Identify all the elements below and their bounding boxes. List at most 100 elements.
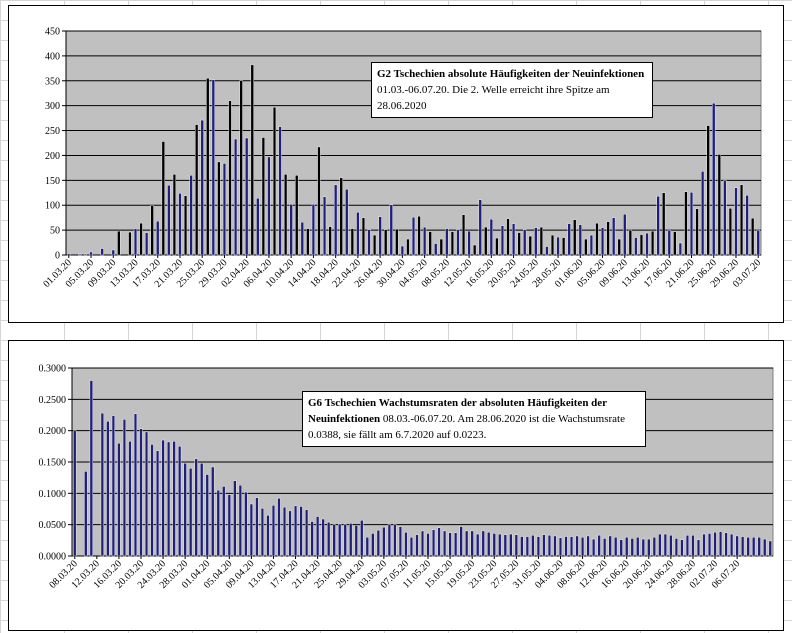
chart-g6-bar [652,536,656,557]
chart-g2-bar [228,100,232,256]
chart-g6-bar [476,533,480,557]
chart-g6-bar [757,536,761,557]
chart-g6-bar [509,533,513,557]
chart-g6-bar [713,531,717,557]
chart-g6-bar [349,523,353,557]
chart-g2-bar [78,253,82,256]
chart-g2-bar [434,243,438,256]
chart-g2-bar [128,231,132,256]
chart-g6-bar [327,521,331,557]
chart-g6-ytick-label: 0.3000 [39,364,67,375]
chart-g6-bar [763,538,767,557]
chart-g6-ytick-label: 0.2500 [39,395,67,406]
chart-g2-ytick-label: 450 [45,27,60,38]
chart-g2-bar [617,238,621,256]
chart-g6-bar [111,415,115,557]
chart-g6-bar [288,510,292,557]
chart-g2-bar [473,244,477,256]
chart-g2-ytick-label: 50 [50,226,60,237]
chart-g6-bar [498,533,502,557]
chart-g2-bar [100,248,104,256]
chart-g2-bar [684,191,688,256]
chart-g2-bar [250,64,254,256]
chart-g6-bar [746,536,750,557]
chart-g6-bar [503,534,507,557]
chart-g2-bar [411,216,416,256]
chart-g6-bar [514,534,518,557]
chart-g2-bar [628,229,632,256]
chart-g2-bar [456,229,460,256]
chart-g6-bar [155,450,160,557]
chart-g6-bar [542,534,546,557]
chart-g6-bar [619,539,623,557]
chart-g2-bar [461,214,466,256]
chart-g2-bar [506,218,510,256]
chart-g2-bar [639,234,644,256]
chart-g2-bar [111,249,115,256]
chart-g2-bar [573,219,577,256]
chart-g2-bar [361,217,366,256]
chart-g2-bar [284,174,288,256]
chart-g6-bar [332,524,336,557]
chart-g6-bar [73,430,77,557]
chart-g2-bar [478,199,482,256]
chart-g6-bar [454,532,458,557]
chart-g6-bar [702,533,706,557]
chart-g6-bar [194,458,198,557]
chart-g2-bar [701,171,705,256]
chart-g6-bar [338,523,342,557]
chart-g2-bar [673,231,677,256]
chart-g2-bar [495,237,499,256]
chart-g2-bar [751,217,755,256]
chart-g2-bar [356,211,360,256]
chart-g6-bar [128,441,132,557]
chart-g2-bar [145,232,149,256]
chart-g2-bar [89,251,93,256]
chart-g2-bar [183,195,188,256]
chart-g6-bar [205,474,209,557]
chart-g2-bar [500,225,505,256]
chart-g6-bar [459,526,463,557]
chart-g2-bar [623,213,627,256]
chart-g2-bar [206,78,210,256]
chart-g6-bar [343,524,347,557]
chart-g6-bar [608,535,612,557]
chart-g6-bar [89,380,93,557]
chart-g2-bar [656,196,660,256]
chart-g6-bar [437,527,441,557]
chart-g2-bar [450,231,455,256]
chart-g6-bar [415,534,419,557]
chart-g6-bar [139,428,143,557]
chart-g2-ytick-label: 150 [45,176,60,187]
chart-g2-bar [233,138,238,256]
chart-g2-bar [345,189,349,256]
chart-g2-bar [389,204,393,256]
chart-g2-bar [595,222,599,256]
chart-g6-bar [487,531,491,557]
chart-g2-bar [211,79,215,256]
chart-g6-ytick-label: 0.0000 [39,552,67,563]
chart-g2-bar [612,217,616,256]
chart-g2-bar [200,119,204,256]
chart-g2-bar [584,238,588,256]
chart-g6-bar [249,503,253,557]
chart-g6-svg: 0.0000 0.0500 0.1000 0.1500 0.2000 0.2500 0.30… [39,364,774,591]
chart-g2-absolute-counts: 0 50 100 150 200 250 300 350 400 450 01.03.20 05.03… [8,5,784,323]
chart-g6-bar [200,463,204,557]
chart-g6-bar [431,529,436,557]
chart-g2-bar [545,246,549,256]
chart-g2-bar [334,184,338,256]
chart-g6-bar [465,530,469,557]
chart-g2-bar [406,238,410,256]
chart-g6-bar [376,530,380,557]
chart-g6-bar [470,530,474,557]
chart-g6-bar [100,412,104,557]
chart-g2-bar [339,177,343,256]
chart-g6-bar [371,533,375,557]
chart-g6-bar [553,535,557,557]
chart-g6-bar [586,535,590,557]
chart-g6-bar [525,536,529,557]
chart-g2-bar [634,237,638,256]
chart-g2-ytick-label: 0 [55,251,60,262]
chart-g6-ytick-label: 0.1500 [39,458,67,469]
